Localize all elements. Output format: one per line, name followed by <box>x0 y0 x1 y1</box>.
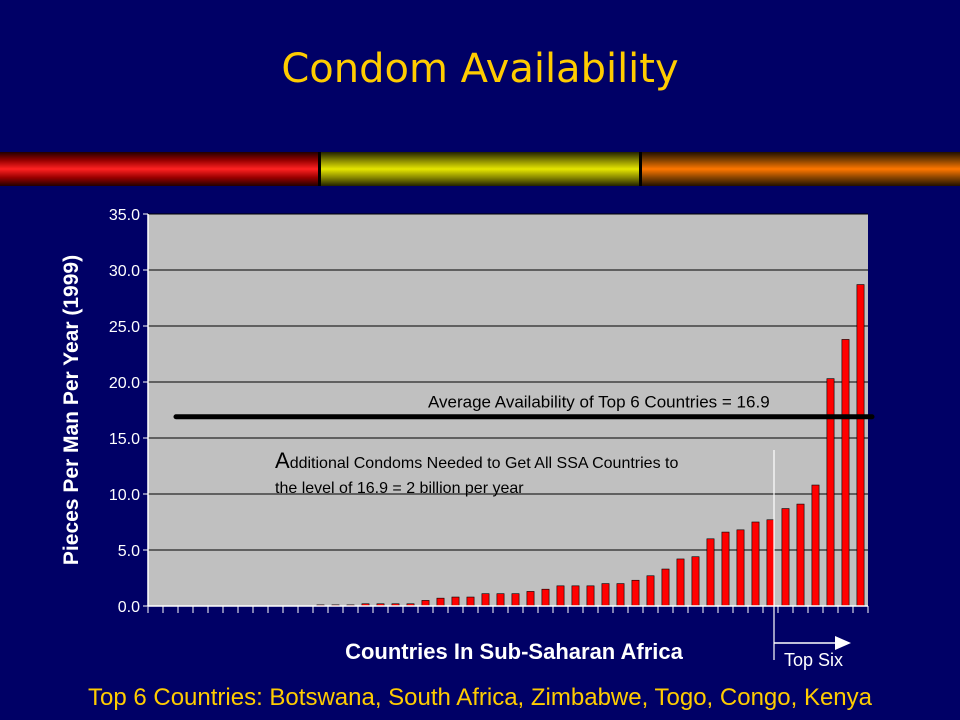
y-tick-label: 10.0 <box>109 487 140 504</box>
additional-condoms-annotation-line1: Additional Condoms Needed to Get All SSA… <box>275 448 678 473</box>
bar <box>616 583 625 607</box>
bar <box>856 284 865 607</box>
bar <box>706 538 715 607</box>
bar <box>721 531 730 607</box>
orange-stripe <box>642 152 960 186</box>
bars <box>316 284 865 607</box>
bar <box>556 585 565 607</box>
top-six-arrowhead <box>835 636 851 650</box>
bar <box>631 579 640 607</box>
bar <box>526 591 535 607</box>
annotations: Average Availability of Top 6 Countries … <box>173 393 875 670</box>
gridlines <box>148 213 868 551</box>
average-line-label: Average Availability of Top 6 Countries … <box>428 393 770 412</box>
stripe-divider <box>318 152 321 186</box>
bar <box>511 593 520 607</box>
bar <box>751 521 760 607</box>
y-tick-label: 15.0 <box>109 431 140 448</box>
bar <box>646 575 655 607</box>
bar <box>496 593 505 607</box>
plot-area <box>148 214 868 606</box>
bar <box>796 503 805 607</box>
bar <box>736 529 745 607</box>
bar <box>586 585 595 607</box>
annotation-rest: dditional Condoms Needed to Get All SSA … <box>290 455 679 472</box>
bar <box>571 585 580 607</box>
bar <box>826 378 835 607</box>
bar <box>766 519 775 607</box>
yellow-stripe <box>321 152 639 186</box>
slide-title: Condom Availability <box>281 46 679 92</box>
y-tick-label: 5.0 <box>118 543 140 560</box>
bar <box>661 568 670 607</box>
y-tick-label: 35.0 <box>109 207 140 224</box>
y-tick-label: 30.0 <box>109 263 140 280</box>
bar <box>811 484 820 607</box>
bar <box>691 556 700 607</box>
y-tick-label: 0.0 <box>118 599 140 616</box>
bar <box>481 593 490 607</box>
additional-condoms-annotation-line2: the level of 16.9 = 2 billion per year <box>275 480 524 497</box>
annotation-initial: A <box>275 448 290 473</box>
top-countries-footer: Top 6 Countries: Botswana, South Africa,… <box>87 684 872 711</box>
y-axis-title: Pieces Per Man Per Year (1999) <box>60 255 83 565</box>
stripe-divider <box>639 152 642 186</box>
x-axis-title: Countries In Sub-Saharan Africa <box>345 639 684 664</box>
bar <box>781 508 790 607</box>
top-six-label: Top Six <box>784 650 843 670</box>
red-stripe <box>0 152 318 186</box>
bar <box>421 600 430 607</box>
bar <box>466 596 475 607</box>
bar <box>436 597 445 607</box>
bar <box>601 583 610 607</box>
y-tick-label: 20.0 <box>109 375 140 392</box>
axes: 0.0 5.0 10.0 15.0 20.0 25.0 30.0 35.0 <box>109 207 869 616</box>
y-tick-label: 25.0 <box>109 319 140 336</box>
decorative-stripe-bar <box>0 152 960 186</box>
bar <box>541 588 550 607</box>
bar <box>451 596 460 607</box>
bar <box>841 339 850 607</box>
bar <box>676 558 685 607</box>
